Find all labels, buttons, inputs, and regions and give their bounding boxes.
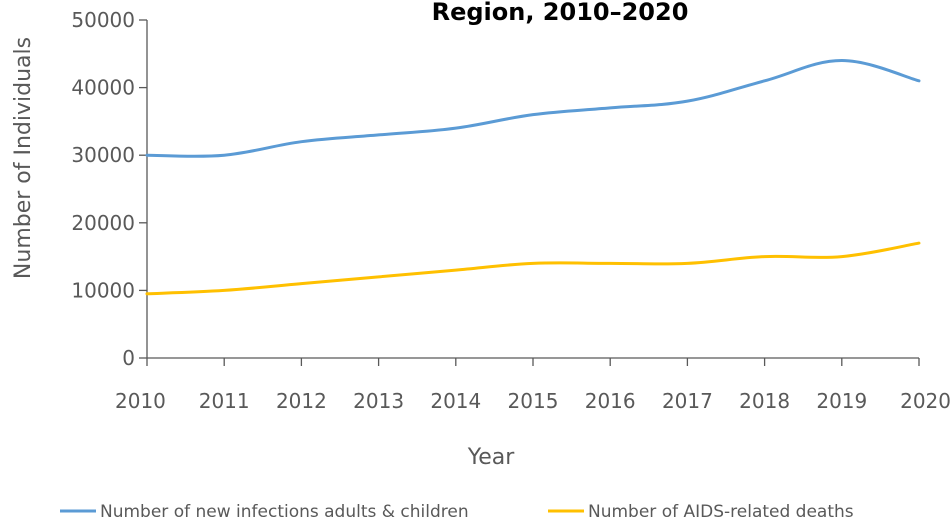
- x-tick-label: 2019: [816, 389, 867, 413]
- x-tick-label: 2016: [585, 389, 636, 413]
- y-tick-label: 0: [122, 346, 135, 370]
- x-tick-label: 2012: [276, 389, 327, 413]
- x-tick-label: 2013: [353, 389, 404, 413]
- x-axis: 2010 2011 2012 2013 2014 2015 2016 2017 2018 2019…: [115, 357, 951, 413]
- y-tick-label: 40000: [71, 76, 135, 100]
- series-line-1: [145, 59, 921, 158]
- x-tick-label: 2015: [508, 389, 559, 413]
- x-axis-title: Year: [467, 445, 516, 470]
- x-tick-label: 2010: [115, 389, 166, 413]
- x-tick-label: 2011: [199, 389, 250, 413]
- series-line-2: [145, 241, 921, 296]
- x-tick-label: 2014: [430, 389, 481, 413]
- series-lines: [145, 59, 921, 296]
- x-tick-label: 2017: [662, 389, 713, 413]
- chart-title: Region, 2010–2020: [432, 0, 689, 26]
- legend-label: Number of new infections adults & childr…: [100, 502, 469, 522]
- y-tick-label: 50000: [71, 8, 135, 32]
- y-tick-label: 30000: [71, 143, 135, 167]
- y-axis: 0 10000 20000 30000 40000 50000: [71, 8, 148, 370]
- legend: Number of new infections adults & childr…: [60, 502, 854, 522]
- x-tick-label: 2018: [739, 389, 790, 413]
- y-tick-label: 20000: [71, 211, 135, 235]
- y-axis-title: Number of Individuals: [11, 37, 36, 279]
- x-tick-label: 2020: [900, 389, 951, 413]
- legend-label: Number of AIDS-related deaths: [588, 502, 854, 522]
- y-tick-label: 10000: [71, 278, 135, 302]
